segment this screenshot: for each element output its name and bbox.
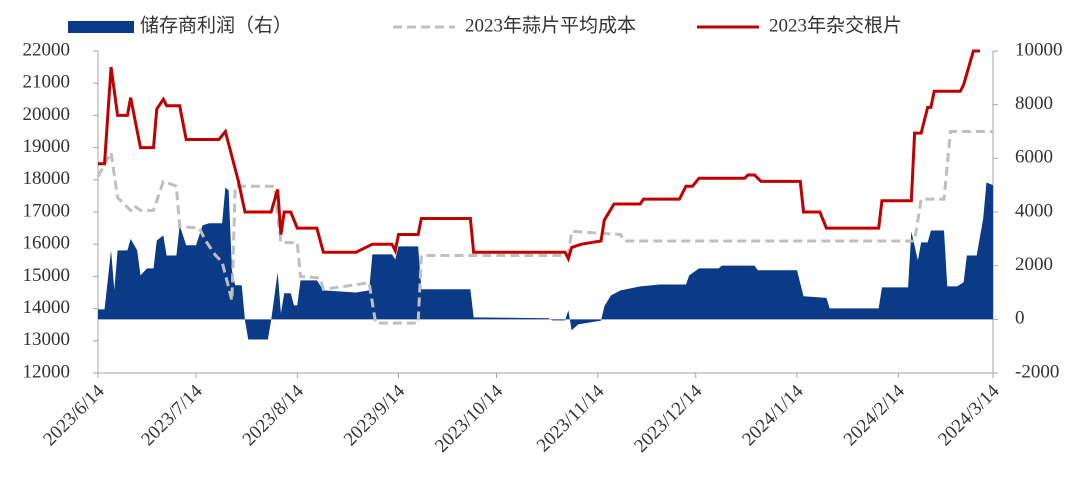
x-tick-label: 2023/11/14 [533, 380, 609, 456]
y-tick-label: 16000 [23, 233, 71, 254]
y-tick-label: 22000 [23, 39, 71, 60]
x-tick-label: 2023/9/14 [340, 380, 410, 450]
x-tick-label: 2024/2/14 [840, 380, 910, 450]
y2-tick-label: 8000 [1015, 93, 1053, 114]
y2-tick-label: 6000 [1015, 147, 1053, 168]
y2-tick-label: -2000 [1015, 361, 1059, 382]
x-tick-label: 2023/12/14 [630, 380, 706, 456]
y-tick-label: 20000 [23, 104, 71, 125]
line [98, 49, 980, 263]
y-tick-label: 12000 [23, 361, 71, 382]
y-tick-label: 17000 [23, 200, 71, 221]
y2-tick-label: 0 [1015, 308, 1025, 329]
x-tick-label: 2024/3/14 [934, 380, 1004, 450]
x-tick-label: 2023/6/14 [39, 380, 109, 450]
x-tick-label: 2023/10/14 [431, 380, 507, 456]
x-tick-label: 2023/7/14 [137, 380, 207, 450]
legend-label: 2023年蒜片平均成本 [465, 14, 636, 36]
y-tick-label: 14000 [23, 297, 71, 318]
y2-tick-label: 4000 [1015, 200, 1053, 221]
y-tick-label: 19000 [23, 136, 71, 157]
y2-tick-label: 10000 [1015, 39, 1063, 60]
y-tick-label: 13000 [23, 329, 71, 350]
x-tick-label: 2023/8/14 [239, 380, 309, 450]
legend-swatch [68, 21, 134, 33]
y2-tick-label: 2000 [1015, 254, 1053, 275]
y-tick-label: 15000 [23, 265, 71, 286]
legend-label: 2023年杂交根片 [769, 14, 902, 36]
x-tick-label: 2024/1/14 [738, 380, 808, 450]
y-tick-label: 18000 [23, 168, 71, 189]
line [96, 130, 993, 325]
y-tick-label: 21000 [23, 72, 71, 93]
area [98, 182, 993, 340]
legend-label: 储存商利润（右） [140, 14, 292, 36]
